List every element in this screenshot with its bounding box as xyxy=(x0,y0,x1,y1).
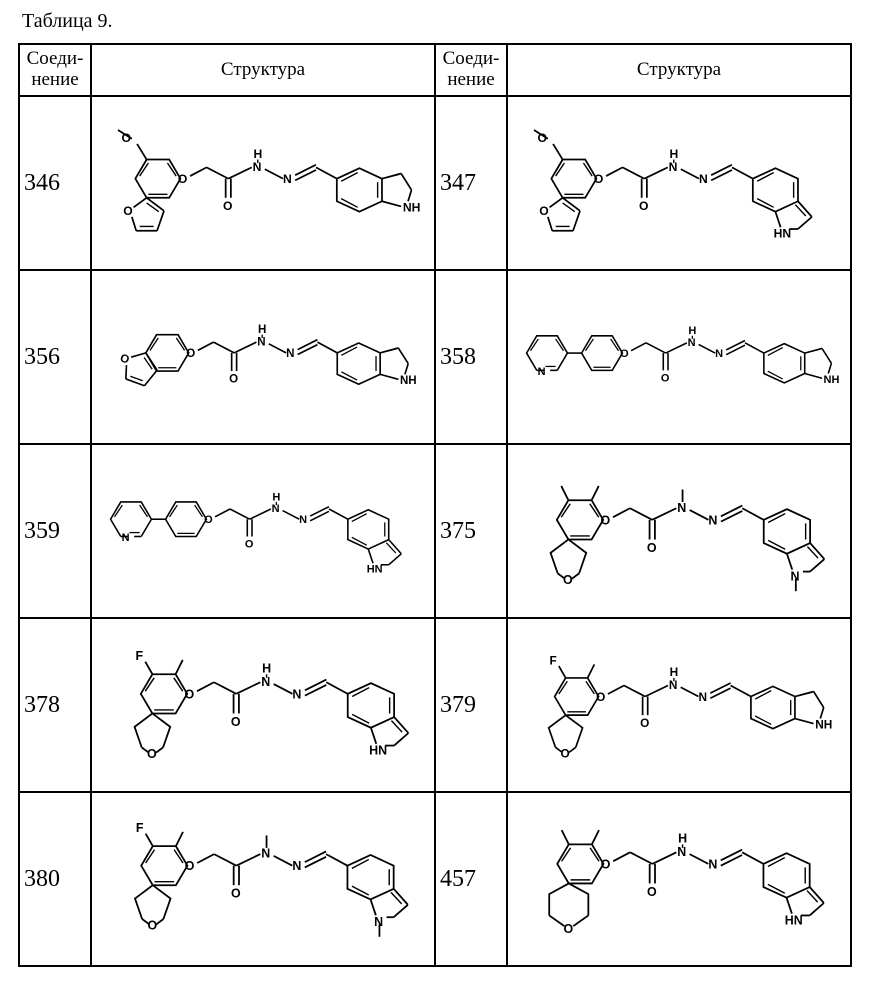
compound-id: 379 xyxy=(435,618,507,792)
col-compound-1: Соеди-нение xyxy=(19,44,91,96)
compound-structure xyxy=(91,270,435,444)
structure-svg xyxy=(514,625,844,785)
compound-id: 358 xyxy=(435,270,507,444)
structure-svg xyxy=(98,103,428,263)
compound-structure xyxy=(507,444,851,618)
structure-svg xyxy=(514,277,844,437)
compound-id: 375 xyxy=(435,444,507,618)
col-structure-2: Структура xyxy=(507,44,851,96)
compound-id: 347 xyxy=(435,96,507,270)
compound-structure xyxy=(507,792,851,966)
structure-svg xyxy=(514,103,844,263)
compound-id: 346 xyxy=(19,96,91,270)
compound-structure xyxy=(91,444,435,618)
compound-structure xyxy=(91,96,435,270)
page: Таблица 9. Соеди-нение Структура Соеди-н… xyxy=(0,0,878,1000)
compound-id: 457 xyxy=(435,792,507,966)
structure-svg xyxy=(98,799,428,959)
compound-table: Соеди-нение Структура Соеди-нение Структ… xyxy=(18,43,852,967)
structure-svg xyxy=(514,799,844,959)
compound-structure xyxy=(91,792,435,966)
compound-structure xyxy=(91,618,435,792)
table-row: 378 379 xyxy=(19,618,851,792)
compound-id: 378 xyxy=(19,618,91,792)
table-row: 346 347 xyxy=(19,96,851,270)
structure-svg xyxy=(98,451,428,611)
compound-structure xyxy=(507,618,851,792)
col-compound-2: Соеди-нение xyxy=(435,44,507,96)
structure-svg xyxy=(98,277,428,437)
compound-id: 356 xyxy=(19,270,91,444)
structure-svg xyxy=(514,451,844,611)
table-row: 380 457 xyxy=(19,792,851,966)
compound-structure xyxy=(507,270,851,444)
table-row: 356 358 xyxy=(19,270,851,444)
table-header-row: Соеди-нение Структура Соеди-нение Структ… xyxy=(19,44,851,96)
structure-svg xyxy=(98,625,428,785)
table-row: 359 375 xyxy=(19,444,851,618)
col-structure-1: Структура xyxy=(91,44,435,96)
table-caption: Таблица 9. xyxy=(22,10,860,33)
compound-structure xyxy=(507,96,851,270)
compound-id: 380 xyxy=(19,792,91,966)
compound-id: 359 xyxy=(19,444,91,618)
